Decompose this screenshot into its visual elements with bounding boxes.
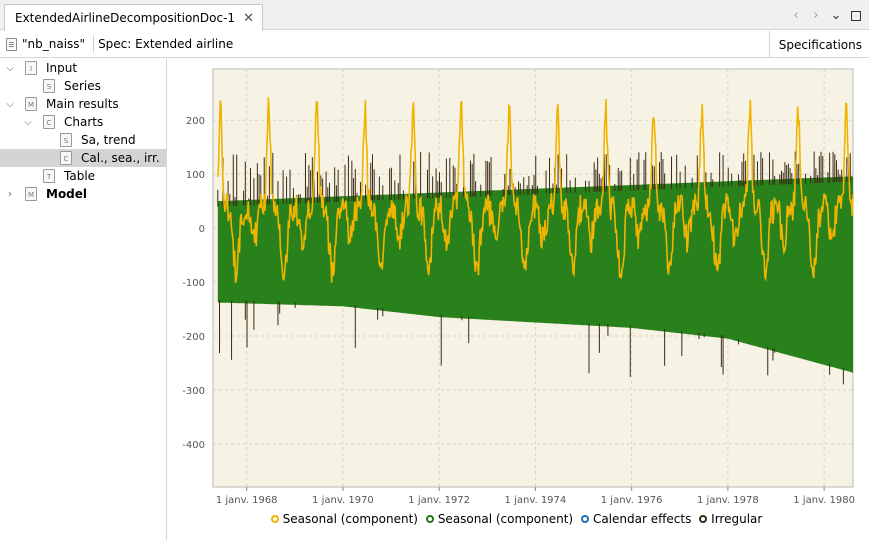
tree-item-label: Input	[46, 61, 78, 75]
chevron-down-icon[interactable]: ⌵	[6, 62, 14, 74]
chevron-right-icon[interactable]: ›	[813, 8, 819, 23]
legend-dot	[270, 515, 279, 523]
y-tick-label: 200	[186, 116, 205, 127]
main-results-node-icon: M	[25, 97, 37, 111]
legend-item-calendar[interactable]: Calendar effects	[580, 512, 692, 526]
y-tick-label: 0	[199, 224, 205, 235]
tree-item-label: Cal., sea., irr.	[81, 151, 160, 165]
model-node-icon: M	[25, 187, 37, 201]
legend-item-seasonal-2[interactable]: Seasonal (component)	[425, 512, 574, 526]
tree-item-label: Series	[64, 79, 101, 93]
chevron-left-icon[interactable]: ‹	[793, 8, 799, 23]
x-tick-label: 1 janv. 1972	[408, 495, 470, 506]
document-toolbar: "nb_naiss" Spec: Extended airline Specif…	[0, 31, 869, 58]
legend-dot	[425, 515, 434, 523]
specifications-button[interactable]: Specifications	[768, 31, 869, 58]
navigation-tree: ⌵ I Input S Series ⌵ M Main results ⌵ C …	[0, 59, 167, 540]
x-tick-label: 1 janv. 1978	[697, 495, 759, 506]
tab-title: ExtendedAirlineDecompositionDoc-1	[15, 11, 236, 25]
legend-label: Seasonal (component)	[437, 512, 574, 526]
tree-item-label: Model	[46, 187, 88, 201]
series-node-icon: S	[43, 79, 55, 93]
window-controls: ‹ › ⌄	[791, 8, 861, 23]
x-tick-label: 1 janv. 1976	[601, 495, 663, 506]
x-tick-label: 1 janv. 1970	[312, 495, 374, 506]
close-icon[interactable]: ✕	[243, 10, 254, 26]
maximize-icon[interactable]	[851, 10, 861, 21]
document-icon	[6, 37, 17, 51]
tab-bar: ExtendedAirlineDecompositionDoc-1 ✕ ‹ › …	[0, 0, 869, 31]
x-tick-label: 1 janv. 1980	[793, 495, 855, 506]
tree-item-charts[interactable]: ⌵ C Charts	[0, 113, 166, 131]
axis-layer: 200 100 0 -100 -200 -300 -400 1 janv. 1968 1 jan…	[182, 116, 855, 506]
tree-item-label: Sa, trend	[81, 133, 136, 147]
tree-item-label: Charts	[64, 115, 104, 129]
tree-item-sa-trend[interactable]: S Sa, trend	[0, 131, 166, 149]
spec-label: Spec: Extended airline	[98, 37, 234, 51]
chevron-down-icon[interactable]: ⌵	[24, 116, 32, 128]
document-tab[interactable]: ExtendedAirlineDecompositionDoc-1 ✕	[4, 4, 263, 31]
tree-item-label: Table	[64, 169, 96, 183]
toolbar-divider	[93, 35, 95, 53]
chart-panel: 200 100 0 -100 -200 -300 -400 1 janv. 1968 1 jan…	[168, 59, 869, 540]
chevron-down-icon[interactable]: ⌵	[6, 98, 14, 110]
series-name: "nb_naiss"	[22, 37, 86, 51]
chevron-down-icon[interactable]: ⌄	[830, 8, 842, 23]
tree-item-input[interactable]: ⌵ I Input	[0, 59, 166, 77]
legend-label: Seasonal (component)	[282, 512, 418, 526]
x-tick-label: 1 janv. 1968	[216, 495, 278, 506]
tree-item-main-results[interactable]: ⌵ M Main results	[0, 95, 166, 113]
tree-item-label: Main results	[46, 97, 119, 111]
seasonal-line-layer	[217, 97, 854, 284]
seasonal-line	[217, 97, 854, 284]
legend-item-seasonal-1[interactable]: Seasonal (component)	[270, 512, 418, 526]
y-tick-label: -300	[182, 386, 205, 397]
table-node-icon: T	[43, 169, 55, 183]
y-tick-label: -400	[182, 440, 205, 451]
chevron-right-icon[interactable]: ›	[8, 188, 12, 200]
tree-item-series[interactable]: S Series	[0, 77, 166, 95]
x-tick-label: 1 janv. 1974	[505, 495, 567, 506]
input-node-icon: I	[25, 61, 37, 75]
y-tick-label: -100	[182, 278, 205, 289]
tree-item-cal-sea-irr[interactable]: C Cal., sea., irr.	[0, 149, 166, 167]
legend-dot	[699, 515, 708, 523]
decomposition-chart[interactable]: 200 100 0 -100 -200 -300 -400 1 janv. 1968 1 jan…	[168, 59, 869, 509]
legend-dot	[580, 515, 589, 523]
tree-item-model[interactable]: › M Model	[0, 185, 166, 203]
y-tick-label: 100	[186, 170, 205, 181]
chart-legend: Seasonal (component) Seasonal (component…	[168, 512, 869, 526]
legend-label: Calendar effects	[592, 512, 692, 526]
cal-sea-irr-node-icon: C	[60, 151, 72, 165]
legend-item-irregular[interactable]: Irregular	[699, 512, 762, 526]
sa-trend-node-icon: S	[60, 133, 72, 147]
tree-item-table[interactable]: T Table	[0, 167, 166, 185]
charts-node-icon: C	[43, 115, 55, 129]
legend-label: Irregular	[711, 512, 763, 526]
y-tick-label: -200	[182, 332, 205, 343]
